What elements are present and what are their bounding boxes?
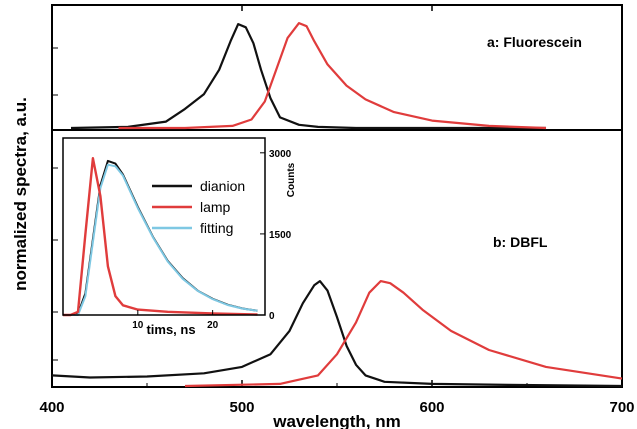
main-x-tick-label: 600: [419, 399, 444, 416]
inset-x-tick-label: 10: [132, 320, 144, 331]
inset-series-line-fitting: [63, 163, 258, 316]
main-y-axis-label: normalized spectra, a.u.: [11, 97, 30, 291]
panel-b-series-line: [184, 280, 623, 388]
inset-series-group: [63, 156, 258, 317]
legend-label-lamp: lamp: [200, 199, 231, 215]
main-x-axis-label: wavelength, nm: [272, 412, 401, 429]
panel-b-label: b: DBFL: [493, 234, 548, 250]
inset-y-tick-label: 3000: [269, 149, 292, 160]
inset-y-tick-label: 1500: [269, 230, 292, 241]
main-series-group: [51, 22, 623, 388]
panel-a-series-line: [70, 23, 546, 130]
inset-x-tick-label: 20: [207, 320, 219, 331]
legend-label-dianion: dianion: [200, 178, 245, 194]
inset-legend: dianion lamp fitting: [152, 178, 245, 236]
panel-b-series-line: [51, 280, 623, 388]
main-x-ticks: 400 500 600 700: [39, 5, 635, 416]
inset-y-axis-label: Counts: [286, 162, 297, 197]
main-x-tick-label: 500: [229, 399, 254, 416]
inset-background: [63, 138, 265, 315]
inset-frame: [62, 137, 266, 316]
legend-label-fitting: fitting: [200, 220, 233, 236]
main-x-tick-label: 400: [39, 399, 64, 416]
main-x-tick-label: 700: [609, 399, 634, 416]
panel-a-series-line: [118, 22, 547, 130]
inset-series-line-lamp: [63, 156, 258, 317]
inset-ticks: 10 20 0 1500 3000: [132, 149, 291, 331]
panel-a-label: a: Fluorescein: [487, 34, 582, 50]
inset-y-tick-label: 0: [269, 311, 275, 322]
inset-x-axis-label: tims, ns: [146, 322, 195, 337]
main-y-ticks: [52, 47, 58, 361]
